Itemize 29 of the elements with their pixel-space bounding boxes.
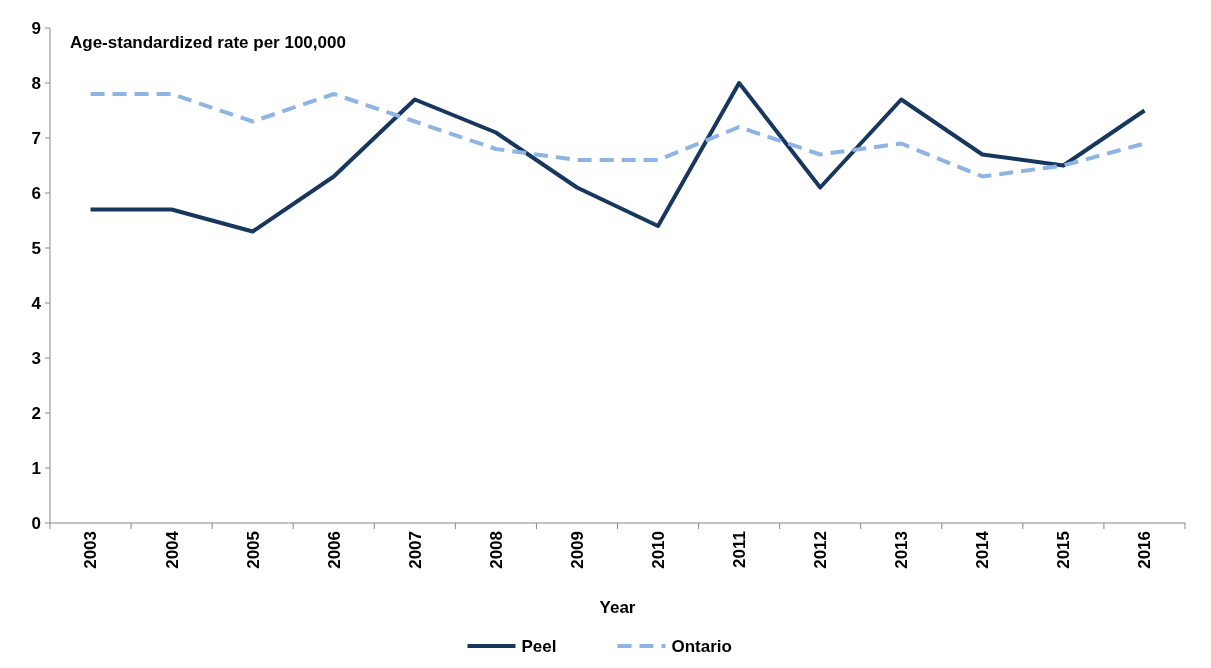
x-tick-label: 2011 (730, 531, 750, 568)
y-tick-label: 5 (31, 238, 41, 258)
x-tick-label: 2012 (811, 531, 831, 569)
y-tick-label: 3 (31, 348, 41, 368)
y-axis-title: Age-standardized rate per 100,000 (70, 33, 346, 52)
y-tick-label: 1 (31, 458, 41, 478)
y-tick-label: 7 (31, 128, 41, 148)
x-tick-label: 2004 (162, 530, 182, 569)
y-tick-label: 6 (31, 183, 41, 203)
x-tick-label: 2016 (1135, 531, 1155, 569)
y-tick-label: 4 (31, 293, 42, 313)
y-tick-label: 8 (31, 73, 41, 93)
x-tick-label: 2015 (1054, 531, 1074, 569)
x-tick-label: 2006 (324, 531, 344, 569)
x-tick-label: 2009 (567, 531, 587, 569)
x-tick-label: 2007 (405, 531, 425, 569)
x-tick-label: 2008 (486, 531, 506, 569)
x-tick-label: 2005 (243, 531, 263, 569)
x-tick-label: 2010 (648, 531, 668, 569)
line-series (88, 81, 1147, 234)
legend-label: Ontario (671, 636, 732, 656)
x-axis-title: Year (599, 598, 636, 617)
x-tick-label: 2013 (892, 531, 912, 569)
y-tick-label: 9 (31, 18, 41, 38)
y-tick-label: 2 (31, 403, 41, 423)
y-tick-label: 0 (31, 513, 41, 533)
legend-label: Peel (521, 636, 557, 656)
x-tick-label: 2014 (973, 530, 993, 569)
x-tick-label: 2003 (81, 531, 101, 569)
